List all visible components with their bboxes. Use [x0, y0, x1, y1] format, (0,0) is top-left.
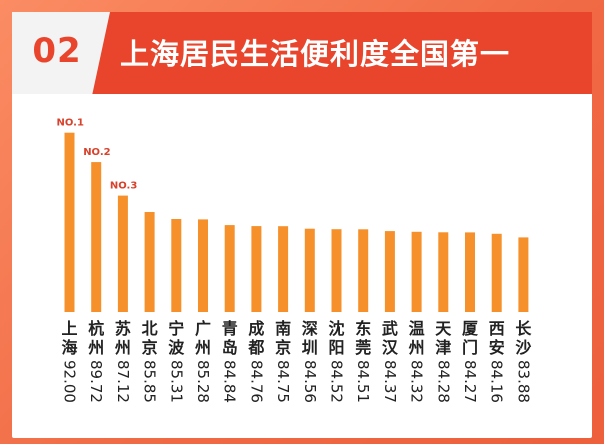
bar — [465, 232, 475, 312]
value-label: 89.72 — [87, 360, 105, 403]
value-label: 87.12 — [114, 360, 132, 403]
bar — [384, 231, 395, 312]
bar — [117, 195, 128, 312]
category-label: 厦门 — [462, 319, 479, 357]
value-label: 84.16 — [488, 360, 506, 403]
section-title: 上海居民生活便利度全国第一 — [120, 37, 511, 71]
rank-annotation: NO.2 — [83, 147, 110, 158]
bar — [491, 233, 502, 312]
value-label: 84.32 — [408, 360, 426, 403]
category-label: 东莞 — [355, 319, 371, 357]
bar — [251, 226, 262, 312]
value-label: 84.75 — [274, 360, 292, 403]
section-number-block — [12, 12, 110, 94]
category-label: 青岛 — [222, 319, 238, 357]
section-header: 02 上海居民生活便利度全国第一 — [12, 12, 592, 94]
bar — [304, 228, 315, 312]
category-label: 成都 — [247, 319, 264, 357]
category-label: 温州 — [408, 319, 425, 357]
value-label: 85.85 — [141, 360, 159, 403]
value-label: 84.76 — [247, 360, 265, 403]
bar — [64, 132, 75, 312]
bar — [171, 219, 182, 312]
category-label: 长沙 — [515, 319, 532, 357]
bar — [331, 229, 342, 312]
value-label: 92.00 — [61, 360, 79, 403]
bar — [198, 219, 208, 312]
category-label: 深圳 — [302, 319, 318, 357]
category-label: 西安 — [489, 319, 505, 357]
rank-annotation: NO.1 — [57, 118, 84, 129]
category-label: 广州 — [194, 319, 211, 357]
bar — [224, 225, 235, 312]
bar — [518, 237, 529, 312]
category-label: 武汉 — [382, 319, 399, 357]
category-label: 宁波 — [168, 319, 185, 357]
value-label: 84.51 — [354, 360, 372, 403]
value-label: 85.31 — [167, 360, 185, 403]
value-label: 84.37 — [381, 360, 399, 403]
category-label: 苏州 — [114, 319, 131, 357]
section-number: 02 — [32, 31, 82, 71]
bar — [144, 212, 155, 312]
value-label: 84.52 — [328, 360, 346, 403]
value-label: 84.27 — [461, 360, 479, 403]
value-label: 83.88 — [514, 360, 532, 403]
value-label: 84.84 — [221, 360, 239, 403]
category-label: 杭州 — [87, 319, 104, 357]
category-label: 北京 — [142, 319, 158, 357]
value-label: 84.28 — [434, 360, 452, 403]
category-label: 沈阳 — [328, 319, 344, 357]
category-label: 上海 — [61, 319, 77, 357]
bar — [278, 226, 289, 312]
rank-annotation: NO.3 — [110, 181, 137, 192]
bar — [438, 232, 449, 312]
bar — [91, 162, 102, 312]
category-label: 南京 — [275, 319, 291, 357]
value-label: 84.56 — [301, 360, 319, 403]
bar — [411, 231, 422, 312]
category-label: 天津 — [435, 319, 452, 357]
bar — [358, 229, 369, 312]
value-label: 85.28 — [194, 360, 212, 403]
